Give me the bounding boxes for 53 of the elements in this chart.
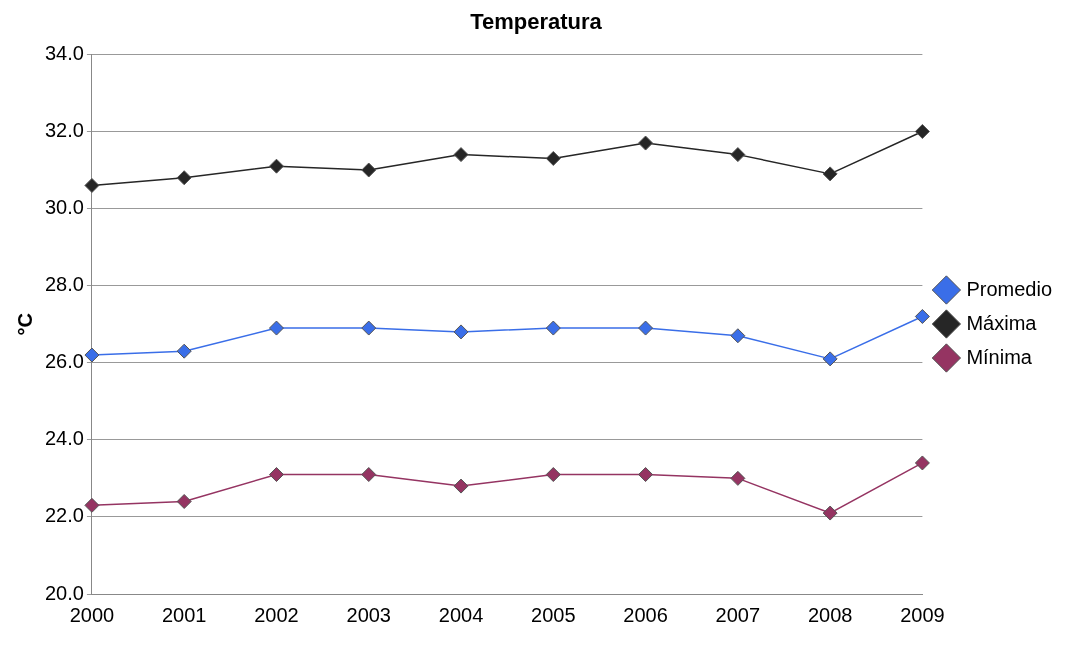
point xyxy=(545,320,561,336)
point xyxy=(730,470,746,486)
y-tick-label: 28.0 xyxy=(44,273,84,296)
point xyxy=(822,166,838,182)
y-tick-label: 22.0 xyxy=(44,504,84,527)
point xyxy=(914,123,930,139)
legend-label: Mínima xyxy=(966,345,1033,368)
point xyxy=(176,343,192,359)
y-axis-title: °C xyxy=(13,312,36,336)
point xyxy=(545,467,561,483)
x-tick-label: 2007 xyxy=(715,603,761,626)
point xyxy=(268,320,284,336)
point xyxy=(822,505,838,521)
legend-label: Promedio xyxy=(966,277,1053,300)
point xyxy=(545,150,561,166)
point xyxy=(361,320,377,336)
point xyxy=(638,135,654,151)
point xyxy=(84,347,100,363)
point xyxy=(84,497,100,513)
point xyxy=(638,320,654,336)
point xyxy=(730,147,746,163)
point xyxy=(84,177,100,193)
point xyxy=(361,467,377,483)
point xyxy=(638,467,654,483)
point xyxy=(914,308,930,324)
point xyxy=(914,455,930,471)
y-tick-label: 32.0 xyxy=(44,119,84,141)
y-tick-label: 20.0 xyxy=(44,581,84,604)
chart-title: Temperatura xyxy=(470,9,603,35)
y-tick-label: 34.0 xyxy=(44,41,84,64)
point xyxy=(822,351,838,367)
x-tick-label: 2006 xyxy=(623,603,668,626)
y-tick-label: 30.0 xyxy=(44,196,84,219)
point xyxy=(176,494,192,509)
point xyxy=(453,478,469,494)
point xyxy=(730,328,746,344)
x-tick-label: 2002 xyxy=(254,603,299,626)
x-tick-label: 2001 xyxy=(161,603,207,626)
x-tick-label: 2008 xyxy=(807,603,853,626)
x-tick-label: 2004 xyxy=(438,603,484,626)
point xyxy=(176,170,192,186)
point xyxy=(268,158,284,174)
y-tick-label: 26.0 xyxy=(44,350,84,373)
point xyxy=(268,467,284,483)
x-tick-label: 2003 xyxy=(346,603,391,626)
point xyxy=(361,162,377,178)
x-tick-label: 2000 xyxy=(69,603,115,626)
point xyxy=(453,147,469,163)
x-tick-label: 2009 xyxy=(900,603,945,626)
point xyxy=(453,324,469,340)
legend-label: Máxima xyxy=(966,311,1038,334)
x-tick-label: 2005 xyxy=(531,603,576,626)
y-tick-label: 24.0 xyxy=(44,427,84,450)
